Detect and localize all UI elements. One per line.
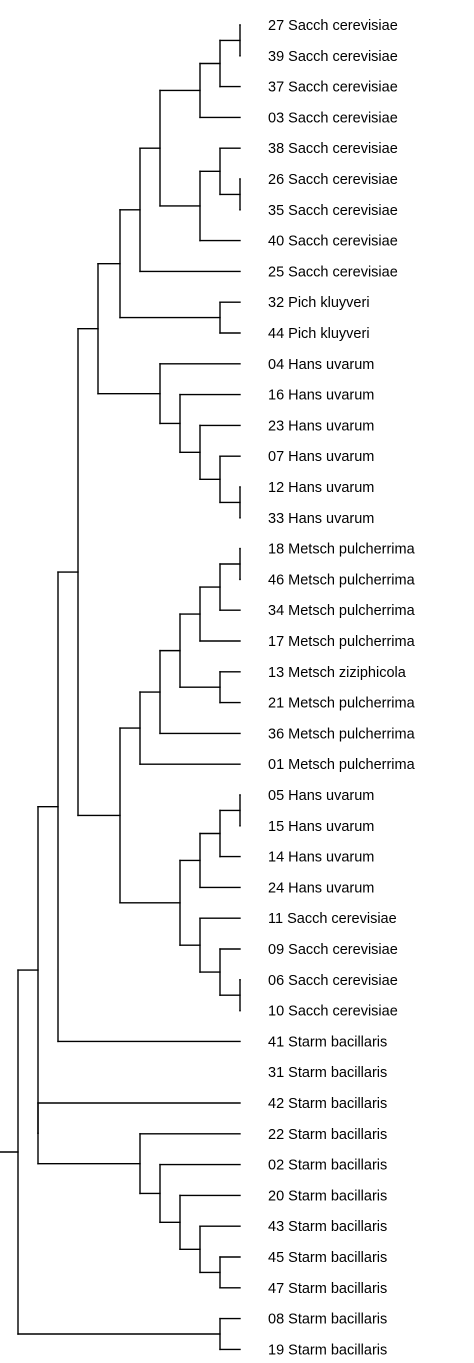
leaf-label: 42 Starm bacillaris <box>268 1096 387 1112</box>
leaf-label: 22 Starm bacillaris <box>268 1127 387 1143</box>
leaf-label: 11 Sacch cerevisiae <box>268 911 397 927</box>
leaf-label: 09 Sacch cerevisiae <box>268 942 398 958</box>
leaf-label: 33 Hans uvarum <box>268 511 374 527</box>
leaf-label: 03 Sacch cerevisiae <box>268 110 398 126</box>
leaf-label: 19 Starm bacillaris <box>268 1342 387 1358</box>
leaf-label: 46 Metsch pulcherrima <box>268 572 416 588</box>
leaf-label: 32 Pich kluyveri <box>268 295 370 311</box>
leaf-label: 38 Sacch cerevisiae <box>268 141 398 157</box>
leaf-label: 10 Sacch cerevisiae <box>268 1004 398 1020</box>
leaf-label: 27 Sacch cerevisiae <box>268 18 398 34</box>
leaf-label: 07 Hans uvarum <box>268 449 374 465</box>
leaf-label: 37 Sacch cerevisiae <box>268 80 398 96</box>
leaf-label: 01 Metsch pulcherrima <box>268 757 416 773</box>
leaf-labels: 27 Sacch cerevisiae 39 Sacch cerevisiae 37… <box>268 18 416 1358</box>
leaf-label: 04 Hans uvarum <box>268 357 374 373</box>
leaf-label: 31 Starm bacillaris <box>268 1065 387 1081</box>
leaf-label: 12 Hans uvarum <box>268 480 374 496</box>
leaf-label: 20 Starm bacillaris <box>268 1188 387 1204</box>
leaf-label: 47 Starm bacillaris <box>268 1281 387 1297</box>
leaf-label: 45 Starm bacillaris <box>268 1250 387 1266</box>
leaf-label: 15 Hans uvarum <box>268 819 374 835</box>
leaf-label: 08 Starm bacillaris <box>268 1312 387 1328</box>
leaf-label: 17 Metsch pulcherrima <box>268 634 416 650</box>
leaf-label: 06 Sacch cerevisiae <box>268 973 398 989</box>
leaf-label: 26 Sacch cerevisiae <box>268 172 398 188</box>
leaf-label: 36 Metsch pulcherrima <box>268 726 416 742</box>
leaf-label: 21 Metsch pulcherrima <box>268 696 416 712</box>
leaf-label: 23 Hans uvarum <box>268 418 374 434</box>
leaf-label: 43 Starm bacillaris <box>268 1219 387 1235</box>
leaf-label: 05 Hans uvarum <box>268 788 374 804</box>
tree-branches <box>0 24 241 1351</box>
leaf-label: 16 Hans uvarum <box>268 388 374 404</box>
leaf-label: 41 Starm bacillaris <box>268 1034 387 1050</box>
leaf-label: 44 Pich kluyveri <box>268 326 370 342</box>
leaf-label: 34 Metsch pulcherrima <box>268 603 416 619</box>
leaf-label: 18 Metsch pulcherrima <box>268 542 416 558</box>
leaf-label: 25 Sacch cerevisiae <box>268 264 398 280</box>
leaf-label: 40 Sacch cerevisiae <box>268 234 398 250</box>
leaf-label: 35 Sacch cerevisiae <box>268 203 398 219</box>
leaf-label: 13 Metsch ziziphicola <box>268 665 407 681</box>
leaf-label: 39 Sacch cerevisiae <box>268 49 398 65</box>
leaf-label: 02 Starm bacillaris <box>268 1158 387 1174</box>
leaf-label: 24 Hans uvarum <box>268 880 374 896</box>
leaf-label: 14 Hans uvarum <box>268 850 374 866</box>
